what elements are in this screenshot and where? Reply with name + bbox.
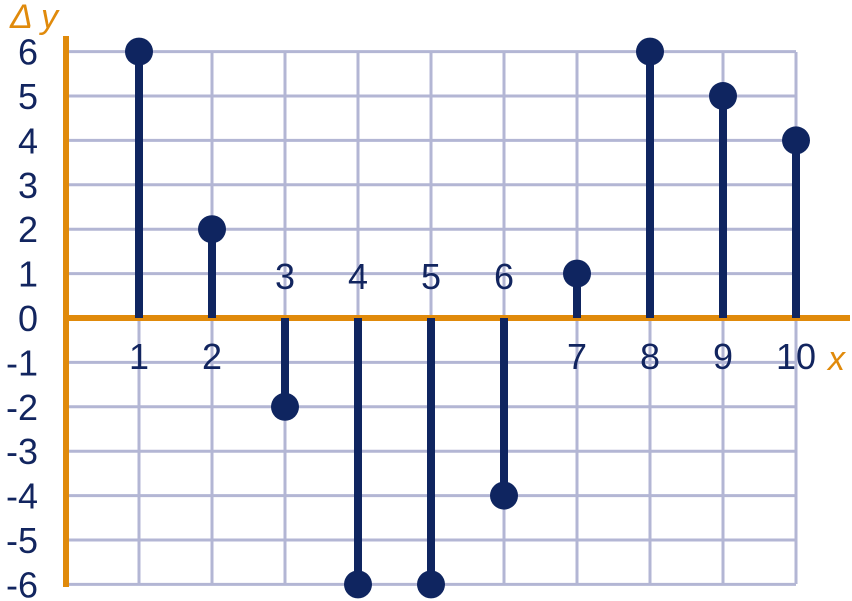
data-point-6 [490, 481, 518, 510]
y-tick-label-4: 4 [18, 120, 38, 161]
data-point-5 [417, 570, 445, 599]
x-tick-label-8: 8 [640, 336, 660, 377]
data-point-8 [636, 37, 664, 66]
x-tick-label-3: 3 [275, 256, 295, 297]
x-tick-label-7: 7 [567, 336, 587, 377]
y-tick-label-3: 3 [18, 165, 38, 206]
y-tick-label--1: -1 [6, 342, 38, 383]
x-tick-label-10: 10 [776, 336, 816, 377]
axes [63, 36, 850, 587]
y-tick-label--4: -4 [6, 476, 38, 517]
data-point-4 [344, 570, 372, 599]
y-tick-label-5: 5 [18, 76, 38, 117]
data-point-3 [271, 392, 299, 421]
x-tick-label-9: 9 [713, 336, 733, 377]
x-tick-label-2: 2 [202, 336, 222, 377]
y-tick-label-2: 2 [18, 209, 38, 250]
y-tick-label--5: -5 [6, 520, 38, 561]
x-tick-label-6: 6 [494, 256, 514, 297]
data-point-2 [198, 215, 226, 244]
y-tick-label--3: -3 [6, 431, 38, 472]
y-tick-label--2: -2 [6, 387, 38, 428]
x-tick-label-5: 5 [421, 256, 441, 297]
y-tick-label-1: 1 [18, 254, 38, 295]
data-point-1 [125, 37, 153, 66]
x-tick-label-1: 1 [129, 336, 149, 377]
y-tick-label-0: 0 [18, 298, 38, 339]
x-axis-title: x [826, 340, 846, 378]
data-series [125, 37, 810, 599]
data-point-9 [709, 82, 737, 110]
y-axis-title: Δ y [9, 0, 60, 36]
data-point-10 [782, 126, 810, 155]
y-tick-label-6: 6 [18, 32, 38, 73]
data-point-7 [563, 259, 591, 288]
y-tick-label--6: -6 [6, 564, 38, 601]
x-tick-label-4: 4 [348, 256, 368, 297]
